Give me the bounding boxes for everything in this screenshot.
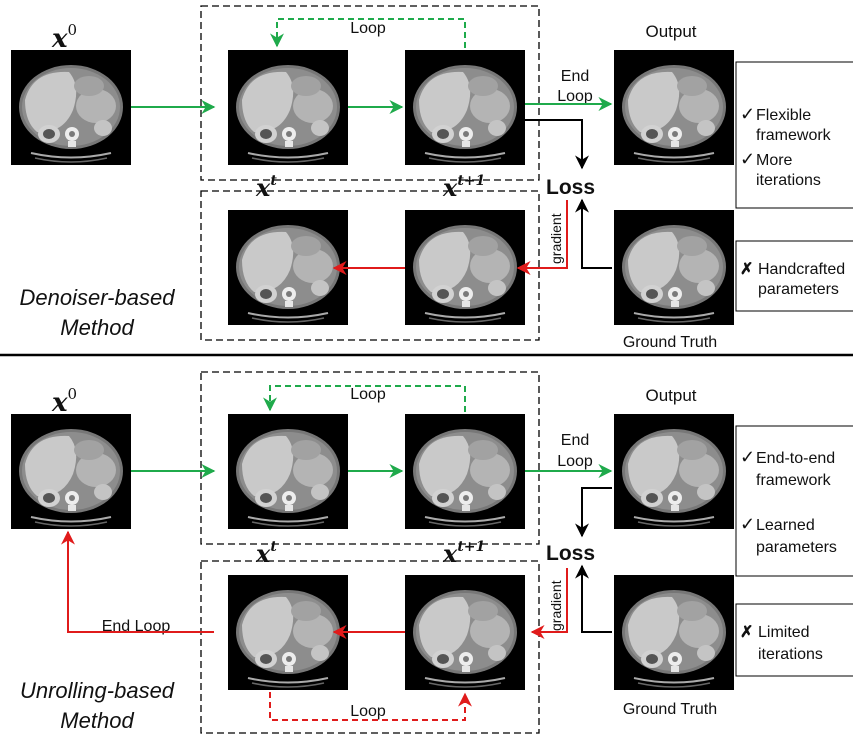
top-x0-label: x0 [51,21,77,54]
bottom-loss-label: Loss [546,542,595,565]
bottom-cons-box [735,603,853,677]
bottom-end-loop-label: End Loop [102,618,171,635]
bottom-xt-image [227,574,349,691]
top-loop-box [200,5,540,181]
top-gradient-arrow [516,200,568,275]
top-gradient-label: gradient [548,213,564,264]
top-pro1-line2: framework [756,127,832,144]
bottom-x0-image [10,413,132,530]
bottom-loop-box [200,371,540,545]
top-method-line2: Method [60,315,134,340]
top-arrow-gt-to-loss [575,198,612,269]
bottom-arrow-output-to-loss [575,487,612,538]
bottom-loop-image-1 [227,413,349,530]
top-pro2-line2: iterations [756,172,821,189]
top-panel: x0 Loop Output End Loop Loss gradient xt… [10,5,853,351]
top-end-label-2: Loop [557,88,593,105]
bottom-loop-label-bottom: Loop [350,703,386,720]
bottom-output-label: Output [645,386,696,405]
top-cons-box [735,240,853,312]
top-loop-image-2 [404,49,526,166]
bottom-ground-truth-image [613,574,735,691]
top-output-label: Output [645,22,696,41]
bottom-xt1-image [404,574,526,691]
bottom-ground-truth-label: Ground Truth [623,701,717,718]
bottom-gradient-arrow [530,568,568,639]
bottom-arrow-gt-to-loss [575,564,612,633]
bottom-pro2-mark: ✓ [740,514,755,534]
top-ground-truth-image [613,209,735,326]
top-con1-mark: ✗ [740,261,753,278]
bottom-loop-back-arrow-green [263,385,466,412]
top-pro1-line1: Flexible [756,107,811,124]
top-arrow-to-loss [525,119,589,170]
bottom-pro2-line2: parameters [756,539,837,556]
top-xt1-image [404,209,526,326]
bottom-pro1-line1: End-to-end [756,450,835,467]
bottom-con1-line1: Limited [758,624,810,641]
bottom-loop-arrow-red [269,692,472,721]
top-con1-line2: parameters [758,281,839,298]
top-method-line1: Denoiser-based [20,285,176,310]
top-loop-back-arrow [270,18,466,48]
bottom-con1-line2: iterations [758,646,823,663]
bottom-pro1-line2: framework [756,472,832,489]
top-loop-label: Loop [350,20,386,37]
bottom-gradient-box [200,560,540,734]
top-end-label-1: End [561,68,589,85]
bottom-output-image [613,413,735,530]
bottom-x0-label: x0 [51,385,77,418]
bottom-loop-image-2 [404,413,526,530]
bottom-xt1-label: xt+1 [442,539,485,568]
top-ground-truth-label: Ground Truth [623,334,717,351]
top-pros-box [735,61,853,209]
top-pro2-line1: More [756,152,793,169]
top-pro2-mark: ✓ [740,149,755,169]
top-output-image [613,49,735,166]
bottom-gradient-label: gradient [548,580,564,631]
bottom-method-line2: Method [60,708,134,733]
top-con1-line1: Handcrafted [758,261,845,278]
bottom-con1-mark: ✗ [740,624,753,641]
bottom-pro1-mark: ✓ [740,447,755,467]
top-xt-image [227,209,349,326]
top-loss-label: Loss [546,176,595,199]
top-x0-image [10,49,132,166]
bottom-pros-box [735,425,853,577]
top-xt-label: xt [255,173,277,202]
top-pro1-mark: ✓ [740,104,755,124]
bottom-pro2-line1: Learned [756,517,815,534]
bottom-xt-label: xt [255,539,277,568]
bottom-panel: x0 Loop Output End Loop Loss gradient xt… [10,371,853,734]
top-loop-image-1 [227,49,349,166]
bottom-method-line1: Unrolling-based [20,678,175,703]
top-xt1-label: xt+1 [442,173,485,202]
bottom-end-label-2: Loop [557,453,593,470]
bottom-end-loop-arrow [61,530,214,633]
bottom-end-label-1: End [561,432,589,449]
top-gradient-box [200,190,540,341]
bottom-loop-label-top: Loop [350,386,386,403]
